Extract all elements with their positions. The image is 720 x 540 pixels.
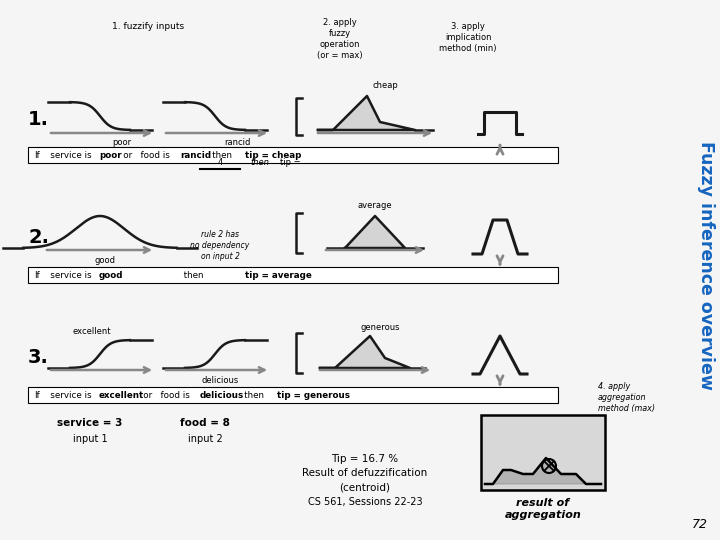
Text: average: average (358, 201, 392, 210)
Text: generous: generous (360, 323, 400, 332)
Text: poor: poor (112, 138, 132, 147)
Text: tip = cheap: tip = cheap (245, 152, 301, 160)
Text: If: If (34, 392, 40, 401)
Text: poor: poor (99, 152, 122, 160)
Text: then: then (251, 158, 269, 167)
Text: excellent: excellent (99, 392, 144, 401)
Text: delicious: delicious (202, 376, 238, 385)
Text: 72: 72 (692, 518, 708, 531)
Text: service is: service is (42, 152, 94, 160)
Text: service is: service is (42, 272, 94, 280)
Text: tip = average: tip = average (245, 272, 311, 280)
Text: delicious: delicious (200, 392, 244, 401)
Polygon shape (485, 458, 601, 484)
Bar (28, 267, 558, 283)
Text: result of: result of (516, 498, 570, 508)
Text: aggregation: aggregation (505, 510, 581, 520)
Text: CS 561, Sessions 22-23: CS 561, Sessions 22-23 (307, 497, 423, 507)
Text: If: If (34, 152, 40, 160)
Text: cheap: cheap (372, 81, 398, 90)
Text: Fuzzy inference overview: Fuzzy inference overview (697, 140, 715, 389)
Text: 4: 4 (217, 158, 222, 167)
Text: 4. apply
aggregation
method (max): 4. apply aggregation method (max) (598, 382, 655, 413)
Text: good: good (99, 272, 123, 280)
Text: tip =: tip = (279, 158, 300, 167)
Text: Tip = 16.7 %: Tip = 16.7 % (331, 454, 399, 464)
Text: service is: service is (42, 392, 94, 401)
Text: 1. fuzzify inputs: 1. fuzzify inputs (112, 22, 184, 31)
Bar (481, 415, 605, 490)
Text: 3. apply
implication
method (min): 3. apply implication method (min) (439, 22, 497, 53)
Polygon shape (345, 216, 405, 248)
Text: rancid: rancid (224, 138, 250, 147)
Polygon shape (318, 96, 415, 130)
Text: good: good (94, 256, 115, 265)
Text: tip = generous: tip = generous (277, 392, 350, 401)
Text: (centroid): (centroid) (340, 482, 390, 492)
Text: food = 8: food = 8 (180, 418, 230, 428)
Text: input 1: input 1 (73, 434, 107, 444)
Text: 1.: 1. (28, 110, 49, 129)
Text: or   food is: or food is (135, 392, 193, 401)
Text: If: If (34, 272, 40, 280)
Text: 2.: 2. (28, 228, 49, 247)
Bar (28, 387, 558, 403)
Text: rancid: rancid (180, 152, 211, 160)
Bar (28, 147, 558, 163)
Text: 3.: 3. (28, 348, 49, 367)
Text: service = 3: service = 3 (58, 418, 122, 428)
Polygon shape (320, 336, 410, 368)
Text: Result of defuzzification: Result of defuzzification (302, 468, 428, 478)
Text: then: then (204, 152, 240, 160)
Text: then: then (236, 392, 273, 401)
Text: excellent: excellent (73, 327, 112, 336)
Text: input 2: input 2 (188, 434, 222, 444)
Text: then: then (115, 272, 212, 280)
Text: 2. apply
fuzzy
operation
(or = max): 2. apply fuzzy operation (or = max) (318, 18, 363, 60)
Text: rule 2 has
no dependency
on input 2: rule 2 has no dependency on input 2 (190, 230, 250, 261)
Text: or   food is: or food is (115, 152, 173, 160)
